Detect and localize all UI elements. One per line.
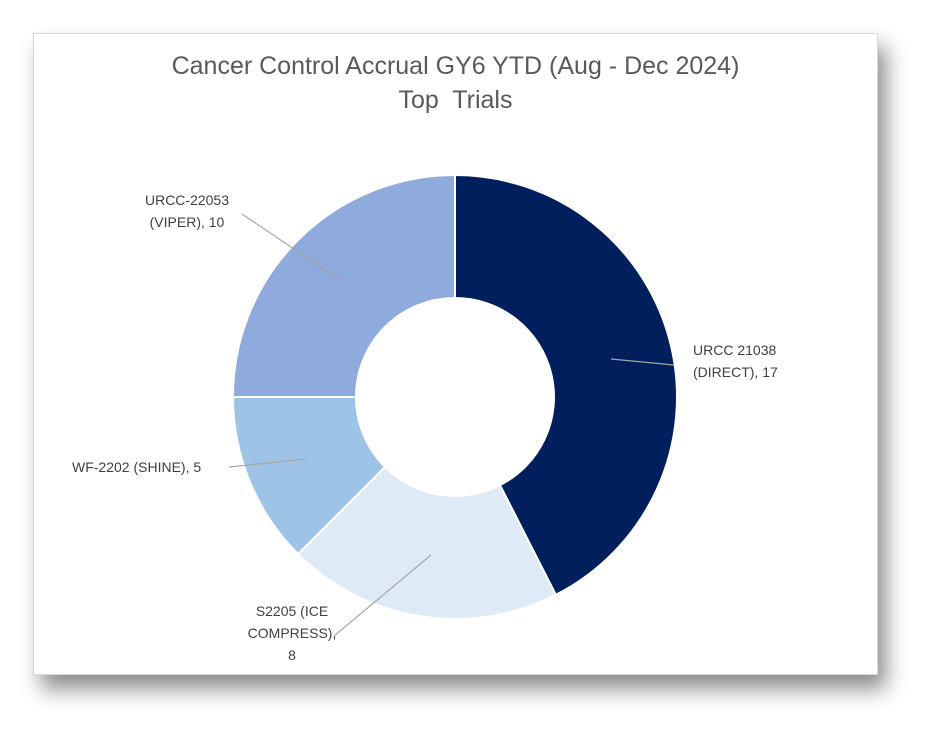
leader-line-0 — [610, 358, 675, 366]
leader-line-3 — [241, 213, 344, 283]
slice-1 — [296, 465, 558, 620]
leader-line-2 — [228, 458, 307, 468]
data-label-3: URCC-22053 (VIPER), 10 — [145, 192, 229, 230]
chart-title: Cancer Control Accrual GY6 YTD (Aug - De… — [171, 52, 740, 80]
data-labels-group: URCC 21038 (DIRECT), 17 S2205 (ICE COMPRESS… — [72, 192, 778, 663]
chart-subtitle: Top Trials — [398, 86, 513, 114]
data-label-2: WF-2202 (SHINE), 5 — [72, 459, 201, 475]
data-label-1: S2205 (ICE COMPRESS), 8 — [248, 603, 337, 663]
slice-0 — [454, 173, 678, 597]
data-label-0: URCC 21038 (DIRECT), 17 — [693, 342, 778, 380]
slice-3 — [231, 173, 456, 398]
slice-2 — [231, 396, 387, 556]
leader-lines-group — [228, 213, 675, 637]
leader-line-1 — [333, 554, 432, 637]
slices-group — [231, 173, 678, 620]
doughnut-chart: URCC 21038 (DIRECT), 17 S2205 (ICE COMPRESS… — [72, 173, 778, 663]
chart-frame: Cancer Control Accrual GY6 YTD (Aug - De… — [33, 33, 878, 675]
